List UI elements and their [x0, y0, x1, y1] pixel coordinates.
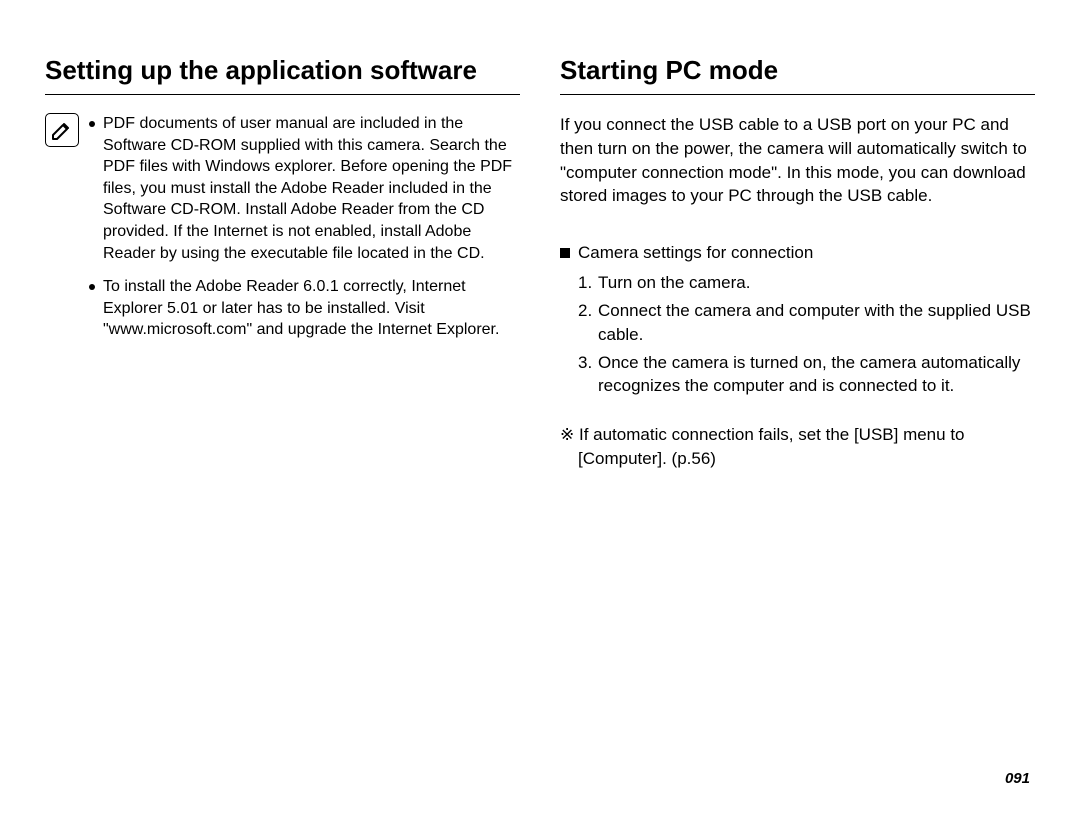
note-item: To install the Adobe Reader 6.0.1 correc… [89, 276, 520, 341]
step-item: Turn on the camera. [578, 271, 1035, 295]
note-block: PDF documents of user manual are include… [45, 113, 520, 353]
note-bullet-list: PDF documents of user manual are include… [89, 113, 520, 341]
sub-heading: Camera settings for connection [560, 243, 1035, 263]
page-number: 091 [1005, 770, 1030, 787]
steps-list: Turn on the camera. Connect the camera a… [560, 271, 1035, 398]
right-column: Starting PC mode If you connect the USB … [560, 55, 1035, 471]
two-column-layout: Setting up the application software PDF … [45, 55, 1035, 471]
left-heading: Setting up the application software [45, 55, 520, 95]
note-pencil-icon [45, 113, 79, 147]
note-content: PDF documents of user manual are include… [89, 113, 520, 353]
footnote: ※ If automatic connection fails, set the… [560, 423, 1035, 471]
intro-paragraph: If you connect the USB cable to a USB po… [560, 113, 1035, 208]
step-item: Once the camera is turned on, the camera… [578, 351, 1035, 399]
step-item: Connect the camera and computer with the… [578, 299, 1035, 347]
left-column: Setting up the application software PDF … [45, 55, 520, 471]
right-heading: Starting PC mode [560, 55, 1035, 95]
note-item: PDF documents of user manual are include… [89, 113, 520, 264]
